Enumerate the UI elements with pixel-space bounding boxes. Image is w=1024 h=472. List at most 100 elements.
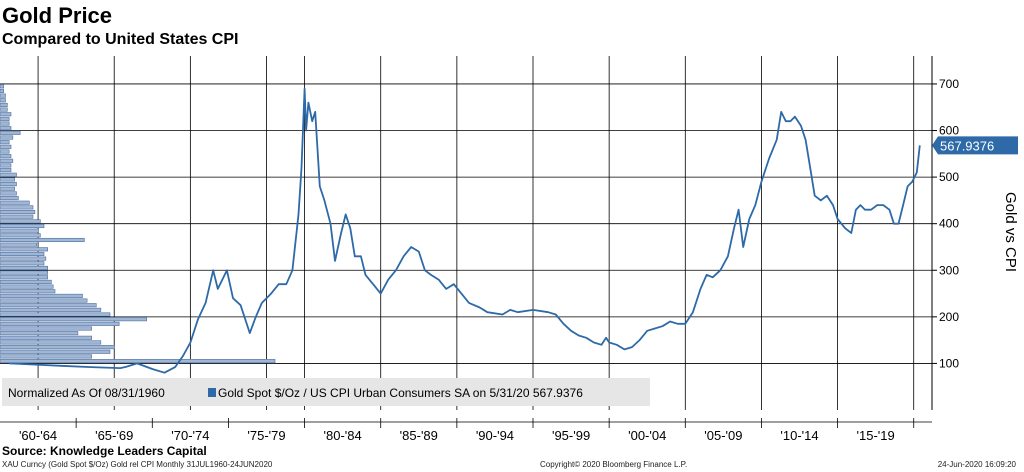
- histogram-bar: [0, 186, 15, 191]
- x-tick-label: '90-'94: [476, 428, 514, 443]
- histogram-bar: [0, 289, 56, 294]
- histogram-bar: [0, 126, 12, 131]
- legend-swatch: [208, 388, 216, 397]
- histogram-bar: [0, 168, 12, 173]
- last-value-label: 567.9376: [940, 138, 994, 153]
- histogram-bar: [0, 331, 79, 336]
- histogram-bar: [0, 98, 6, 103]
- last-value-tag: 567.9376: [932, 136, 1018, 155]
- histogram-bar: [0, 172, 17, 177]
- histogram-bar: [0, 340, 102, 345]
- y-tick-label: 500: [939, 170, 959, 184]
- histogram-bar: [0, 205, 34, 210]
- histogram-bar: [0, 219, 41, 224]
- y-tick-label: 100: [939, 356, 959, 370]
- x-tick-label: '70-'74: [171, 428, 209, 443]
- chart-title: Gold Price: [2, 3, 113, 28]
- histogram-bar: [0, 135, 14, 140]
- histogram-bar: [0, 214, 34, 219]
- histogram-bar: [0, 261, 45, 266]
- histogram-bar: [0, 200, 30, 205]
- histogram-bar: [0, 293, 83, 298]
- y-tick-label: 300: [939, 263, 959, 277]
- histogram-bar: [0, 88, 4, 93]
- histogram-bar: [0, 359, 276, 364]
- legend-background: [2, 378, 650, 406]
- histogram-bar: [0, 317, 147, 322]
- x-axis: '60-'64 '65-'69 '70-'74 '75-'79 '80-'84 '85-'…: [0, 418, 932, 443]
- histogram-bar: [0, 242, 37, 247]
- histogram-bar: [0, 345, 115, 350]
- grid-layer: [0, 56, 932, 410]
- histogram-bar: [0, 107, 8, 112]
- histogram-bar: [0, 335, 92, 340]
- x-tick-label: '95-'99: [552, 428, 590, 443]
- chart-subtitle: Compared to United States CPI: [2, 31, 239, 48]
- x-tick-label: '85-'89: [400, 428, 438, 443]
- histogram-bar: [0, 303, 97, 308]
- legend: Normalized As Of 08/31/1960 Gold Spot $/…: [2, 378, 650, 406]
- histogram-bar: [0, 112, 12, 117]
- y-axis: 100 200 300 400 500 600 700: [931, 56, 959, 410]
- x-tick-label: '80-'84: [324, 428, 362, 443]
- histogram-bar: [0, 149, 10, 154]
- histogram-bar: [0, 275, 48, 280]
- histogram-bar: [0, 121, 10, 126]
- histogram-bar: [0, 191, 17, 196]
- source-note: Source: Knowledge Leaders Capital: [2, 444, 207, 458]
- histogram-bar: [0, 154, 12, 159]
- histogram-bar: [0, 177, 15, 182]
- histogram-bar: [0, 116, 10, 121]
- histogram-bar: [0, 93, 6, 98]
- histogram-bar: [0, 182, 17, 187]
- x-tick-label: '05-'09: [704, 428, 742, 443]
- histogram-bar: [0, 163, 12, 168]
- ticker-line: XAU Curncy (Gold Spot $/Oz) Gold rel CPI…: [2, 460, 273, 469]
- histogram-bar: [0, 265, 48, 270]
- x-tick-label: '60-'64: [19, 428, 57, 443]
- histogram-bar: [0, 247, 48, 252]
- histogram-bar: [0, 130, 21, 135]
- histogram-bar: [0, 237, 85, 243]
- legend-entry: Gold Spot $/Oz / US CPI Urban Consumers …: [218, 386, 583, 400]
- timestamp: 24-Jun-2020 16:09:20: [937, 460, 1016, 469]
- histogram-bar: [0, 270, 48, 275]
- x-tick-label: '15-'19: [857, 428, 895, 443]
- histogram-bar: [0, 144, 12, 149]
- histogram-bar: [0, 233, 41, 238]
- copyright-note: Copyright© 2020 Bloomberg Finance L.P.: [540, 460, 688, 469]
- histogram-bar: [0, 84, 4, 89]
- series-layer: [9, 87, 921, 374]
- histogram-bar: [0, 251, 45, 256]
- last-value-badge: [932, 136, 1018, 155]
- histogram-bar: [0, 223, 45, 229]
- histogram-bar: [0, 196, 19, 201]
- x-tick-label: '00-'04: [628, 428, 666, 443]
- histogram-bar: [0, 279, 52, 284]
- histogram-bar: [0, 210, 36, 215]
- y-axis-title: Gold vs CPI: [1002, 192, 1019, 272]
- histogram-bar: [0, 140, 10, 145]
- histogram-bar: [0, 321, 120, 326]
- histogram-bar: [0, 349, 111, 354]
- histogram-bar: [0, 284, 54, 289]
- histogram-bar: [0, 326, 92, 331]
- histogram-bar: [0, 228, 39, 233]
- distribution-histogram: [0, 84, 276, 364]
- y-tick-label: 600: [939, 124, 959, 138]
- series-line-gold-vs-cpi: [9, 87, 921, 374]
- y-tick-label: 200: [939, 310, 959, 324]
- histogram-bar: [0, 298, 88, 303]
- histogram-bar: [0, 354, 92, 359]
- histogram-bar: [0, 158, 14, 163]
- legend-note: Normalized As Of 08/31/1960: [8, 386, 165, 400]
- y-tick-label: 400: [939, 217, 959, 231]
- y-tick-label: 700: [939, 77, 959, 91]
- histogram-bar: [0, 307, 102, 312]
- histogram-bar: [0, 256, 47, 261]
- histogram-bar: [0, 102, 8, 107]
- x-tick-label: '10-'14: [780, 428, 818, 443]
- x-tick-label: '65-'69: [95, 428, 133, 443]
- x-tick-label: '75-'79: [247, 428, 285, 443]
